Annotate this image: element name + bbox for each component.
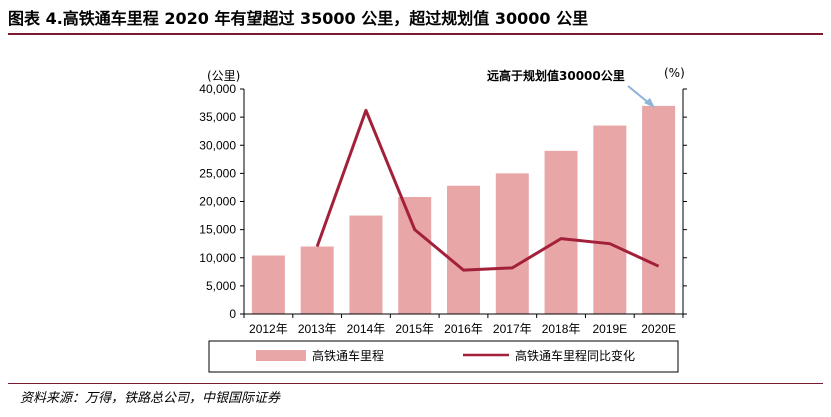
- title-rule: [8, 33, 823, 35]
- bar-2019E: [593, 125, 627, 314]
- bar-2018年: [544, 150, 578, 314]
- left-tick-label: 20,000: [199, 195, 236, 209]
- left-axis-unit: (公里): [207, 69, 240, 83]
- legend-swatch-bars: [256, 350, 306, 361]
- x-tick-label-2013年: 2013年: [298, 322, 337, 336]
- chart-area: (公里) (%) 0 5,000 10,000 15,000 20,000 25,000 3…: [199, 66, 687, 373]
- bar-2014年: [349, 215, 383, 314]
- legend-label-line: 高铁通车里程同比变化: [515, 348, 635, 363]
- bar-2012年: [251, 255, 285, 314]
- right-axis-unit: (%): [664, 66, 685, 80]
- left-tick-label: 10,000: [199, 251, 236, 265]
- bar-2020E: [642, 105, 676, 314]
- legend-box: [208, 340, 679, 373]
- left-tick-label: 25,000: [199, 166, 236, 180]
- legend-label-bars: 高铁通车里程: [312, 348, 384, 363]
- annotation-arrow-head: [644, 98, 655, 108]
- source-rule: [8, 383, 823, 384]
- annotation-arrow-line: [627, 85, 651, 105]
- left-tick-label: 15,000: [199, 223, 236, 237]
- x-tick-label-2018年: 2018年: [542, 322, 581, 336]
- x-tick-label-2015年: 2015年: [395, 322, 434, 336]
- left-tick-label: 40,000: [199, 82, 236, 96]
- left-tick-label: 35,000: [199, 110, 236, 124]
- yoy-change-line: [315, 108, 660, 272]
- x-tick-label-2020E: 2020E: [641, 322, 676, 336]
- source-note: 资料来源：万得，铁路总公司，中银国际证券: [20, 391, 281, 406]
- bar-2013年: [300, 246, 334, 314]
- left-tick-label: 30,000: [199, 138, 236, 152]
- figure-title: 图表 4.高铁通车里程 2020 年有望超过 35000 公里，超过规划值 30…: [8, 9, 589, 28]
- bar-2017年: [495, 173, 529, 314]
- x-tick-label-2014年: 2014年: [347, 322, 386, 336]
- x-tick-label-2016年: 2016年: [444, 322, 483, 336]
- x-tick-label-2017年: 2017年: [493, 322, 532, 336]
- x-tick-label-2019E: 2019E: [592, 322, 627, 336]
- x-tick-label-2012年: 2012年: [249, 322, 288, 336]
- left-tick-label: 5,000: [206, 279, 236, 293]
- bar-2016年: [447, 185, 480, 314]
- left-tick-label: 0: [229, 307, 236, 321]
- annotation-text: 远高于规划值30000公里: [487, 68, 625, 83]
- bar-2015年: [398, 197, 432, 314]
